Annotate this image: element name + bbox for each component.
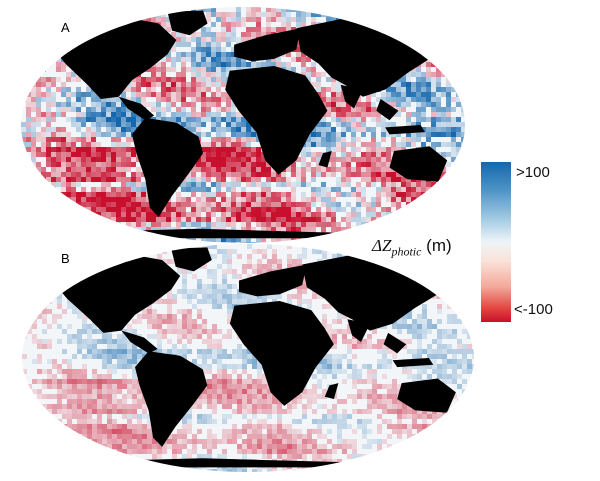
land-mass (132, 117, 203, 217)
land-mass (234, 28, 301, 62)
colorbar-min-label: <-100 (514, 301, 553, 318)
panel-label-a: A (61, 20, 70, 35)
land-mass (135, 351, 208, 447)
land-mass (225, 66, 328, 175)
colorbar-title-unit: (m) (426, 236, 452, 255)
land-mass (383, 332, 407, 354)
ocean-field (21, 7, 465, 243)
colorbar-title: ΔZphotic (m) (372, 236, 452, 259)
land-mass (239, 264, 307, 297)
land-mass (324, 383, 339, 399)
land-mass (340, 84, 363, 109)
colorbar-title-subscript: photic (391, 244, 422, 259)
land-mass (229, 301, 334, 406)
land-mass (118, 96, 155, 121)
map-panel-b (22, 244, 474, 472)
land-mass (389, 146, 448, 182)
land-mass (397, 378, 456, 413)
land-mass (347, 319, 370, 342)
colorbar-title-symbol: ΔZ (372, 236, 392, 255)
land-mass (318, 151, 332, 168)
colorbar-max-label: >100 (516, 164, 550, 181)
land-mass (167, 10, 208, 36)
land-mass (385, 125, 425, 135)
colorbar (481, 162, 511, 322)
land-mass (392, 358, 434, 368)
map-panel-a (21, 7, 465, 243)
panel-label-b: B (61, 251, 70, 266)
land-mass (376, 99, 399, 121)
land-mass (121, 330, 158, 354)
land-mass (171, 247, 212, 272)
